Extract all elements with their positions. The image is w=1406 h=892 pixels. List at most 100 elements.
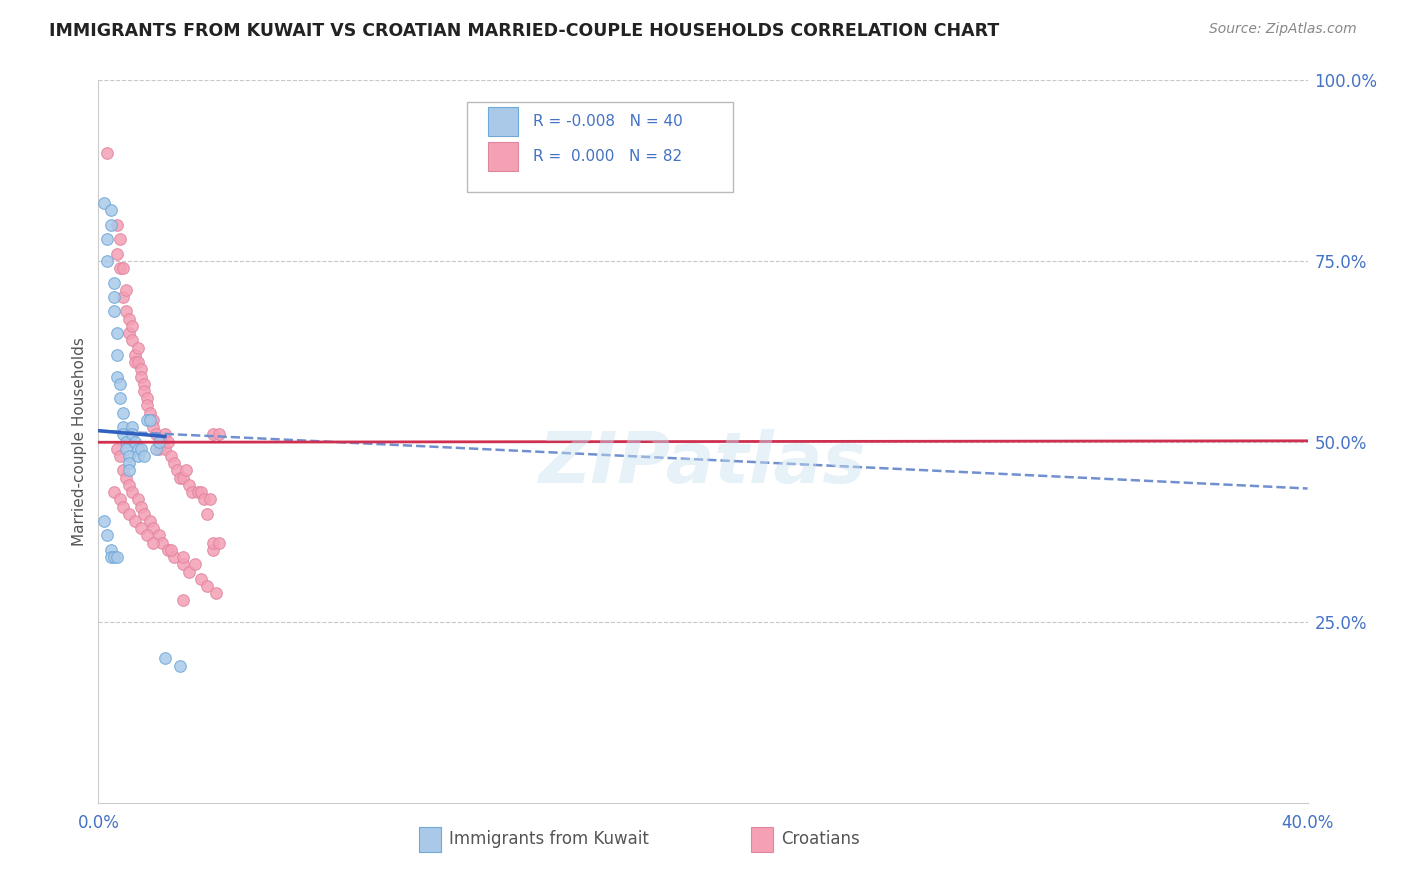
Point xyxy=(156,434,179,449)
Text: Immigrants from Kuwait: Immigrants from Kuwait xyxy=(449,830,650,848)
Point xyxy=(114,470,136,484)
Point xyxy=(103,550,125,565)
Point xyxy=(127,355,149,369)
Point xyxy=(118,478,141,492)
Point xyxy=(181,485,204,500)
Point xyxy=(179,565,201,579)
Point xyxy=(153,442,176,456)
Point xyxy=(139,406,162,420)
Point xyxy=(202,535,225,549)
Point xyxy=(127,341,149,355)
Point xyxy=(135,528,157,542)
Point xyxy=(127,442,149,456)
Point xyxy=(111,427,134,442)
Point xyxy=(108,449,131,463)
Point xyxy=(121,427,143,442)
Point xyxy=(105,369,128,384)
Point xyxy=(124,434,146,449)
Point xyxy=(124,348,146,362)
Point xyxy=(103,276,125,290)
Point xyxy=(132,449,155,463)
Point xyxy=(121,420,143,434)
Point xyxy=(153,427,176,442)
Point xyxy=(124,514,146,528)
FancyBboxPatch shape xyxy=(467,102,734,193)
Point xyxy=(96,145,118,160)
Bar xyxy=(488,142,517,170)
Text: Croatians: Croatians xyxy=(782,830,860,848)
Point xyxy=(111,290,134,304)
Point xyxy=(148,434,170,449)
Point xyxy=(129,500,152,514)
Point xyxy=(156,542,179,557)
Point xyxy=(208,427,231,442)
Point xyxy=(208,535,231,549)
Point xyxy=(150,434,173,449)
Point xyxy=(139,514,162,528)
Point xyxy=(105,246,128,260)
Point xyxy=(108,492,131,507)
Point xyxy=(129,442,152,456)
Bar xyxy=(751,827,773,852)
Point xyxy=(172,593,194,607)
Point xyxy=(100,218,122,232)
Y-axis label: Married-couple Households: Married-couple Households xyxy=(72,337,87,546)
Point xyxy=(148,442,170,456)
Point xyxy=(169,658,191,673)
Text: R = -0.008   N = 40: R = -0.008 N = 40 xyxy=(533,114,682,129)
Point xyxy=(111,500,134,514)
Point xyxy=(100,203,122,218)
Text: R =  0.000   N = 82: R = 0.000 N = 82 xyxy=(533,149,682,163)
Point xyxy=(142,420,165,434)
Point xyxy=(129,362,152,376)
Point xyxy=(142,521,165,535)
Point xyxy=(172,470,194,484)
Point xyxy=(108,232,131,246)
Text: IMMIGRANTS FROM KUWAIT VS CROATIAN MARRIED-COUPLE HOUSEHOLDS CORRELATION CHART: IMMIGRANTS FROM KUWAIT VS CROATIAN MARRI… xyxy=(49,22,1000,40)
Point xyxy=(135,398,157,412)
Point xyxy=(103,304,125,318)
Point xyxy=(127,449,149,463)
Point xyxy=(96,528,118,542)
Point xyxy=(111,406,134,420)
Point xyxy=(190,572,212,586)
Point xyxy=(111,420,134,434)
Point xyxy=(93,196,115,211)
Point xyxy=(163,456,186,470)
Point xyxy=(172,558,194,572)
Point xyxy=(129,369,152,384)
Point xyxy=(121,318,143,333)
Point xyxy=(145,427,167,442)
Point xyxy=(200,492,222,507)
Point xyxy=(118,463,141,477)
Point xyxy=(148,528,170,542)
Point xyxy=(202,427,225,442)
Point xyxy=(145,442,167,456)
Point xyxy=(114,442,136,456)
Point xyxy=(111,261,134,276)
Text: ZIPatlas: ZIPatlas xyxy=(540,429,866,498)
Point xyxy=(127,492,149,507)
Point xyxy=(193,492,215,507)
Point xyxy=(111,463,134,477)
Point xyxy=(163,550,186,565)
Point xyxy=(124,355,146,369)
Point xyxy=(135,413,157,427)
Point xyxy=(135,391,157,405)
Point xyxy=(129,521,152,535)
Point xyxy=(103,485,125,500)
Point xyxy=(100,542,122,557)
Point xyxy=(96,253,118,268)
Point xyxy=(166,463,188,477)
Point xyxy=(139,413,162,427)
Point xyxy=(195,507,218,521)
Point xyxy=(114,304,136,318)
Point xyxy=(153,651,176,665)
Point xyxy=(160,542,183,557)
Point xyxy=(114,283,136,297)
Point xyxy=(105,348,128,362)
Text: Source: ZipAtlas.com: Source: ZipAtlas.com xyxy=(1209,22,1357,37)
Bar xyxy=(419,827,440,852)
Point xyxy=(132,384,155,398)
Point xyxy=(118,326,141,340)
